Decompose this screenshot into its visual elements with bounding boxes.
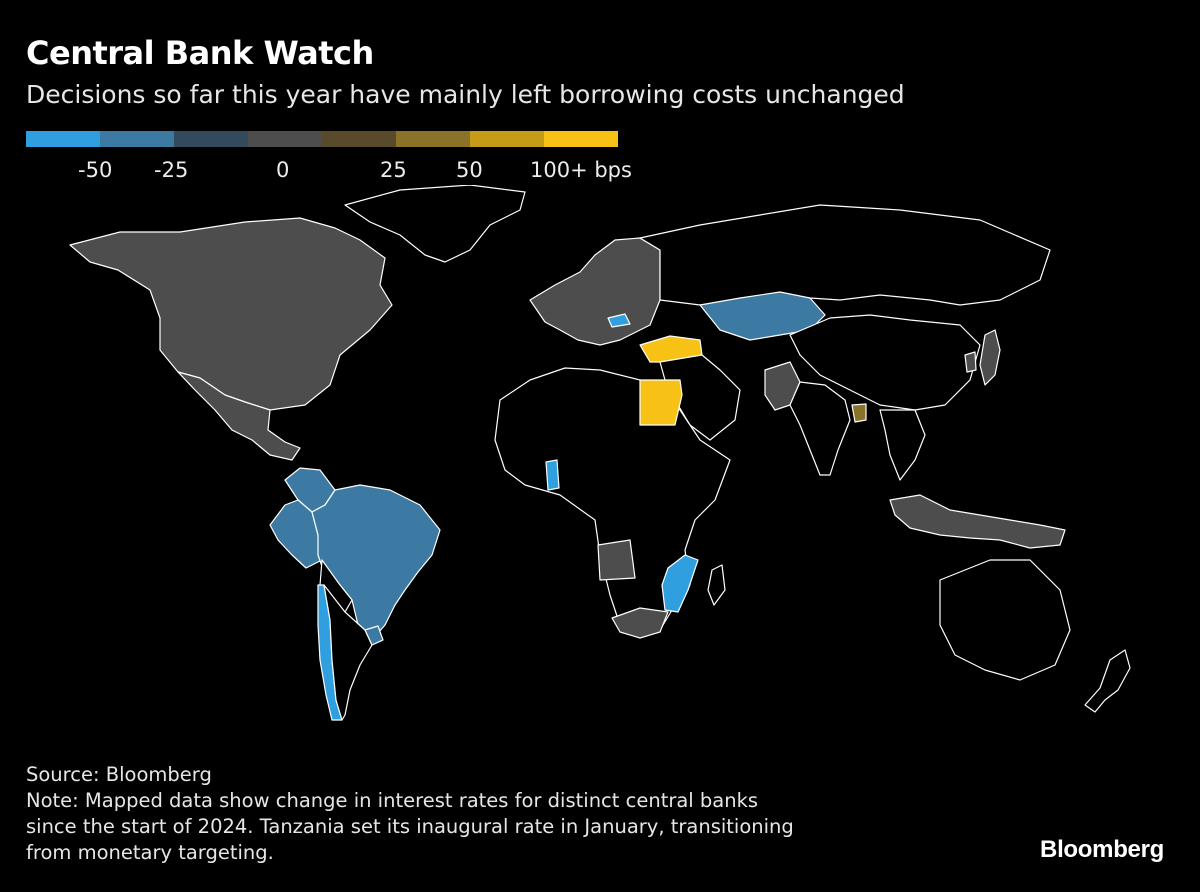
note-line: Note: Mapped data show change in interes…: [26, 789, 759, 812]
region-japan: [979, 329, 1001, 386]
legend-swatch: [174, 131, 248, 147]
legend-swatch: [26, 131, 100, 147]
region-egypt: [639, 379, 683, 426]
region-madagascar: [707, 564, 726, 606]
note-line: since the start of 2024. Tanzania set it…: [26, 815, 794, 838]
region-argentina: [323, 584, 373, 721]
region-southeast-asia: [879, 409, 926, 481]
region-mexico: [177, 371, 301, 461]
bloomberg-logo: Bloomberg: [1040, 836, 1164, 863]
region-hungary: [607, 313, 631, 328]
region-australia: [939, 559, 1071, 681]
region-europe: [529, 237, 661, 346]
legend-label: -50: [78, 158, 113, 182]
chart-title: Central Bank Watch: [26, 34, 374, 72]
region-south-africa: [611, 607, 669, 639]
region-uruguay: [364, 625, 384, 646]
region-india: [789, 381, 851, 476]
legend-swatch: [470, 131, 544, 147]
legend-label: 100+ bps: [530, 158, 632, 182]
region-angola: [597, 539, 636, 581]
region-bangladesh: [851, 403, 867, 423]
chart-subtitle: Decisions so far this year have mainly l…: [26, 80, 905, 109]
legend-label: 25: [380, 158, 407, 182]
legend-label: 50: [456, 158, 483, 182]
region-russia: [639, 204, 1051, 306]
footer-notes: Source: Bloomberg Note: Mapped data show…: [26, 762, 794, 866]
region-new-zealand: [1084, 649, 1131, 713]
region-indonesia: [889, 494, 1066, 549]
legend-color-scale: [26, 131, 618, 147]
region-north-america: [69, 217, 393, 411]
legend-swatch: [322, 131, 396, 147]
legend-labels: -50 -25 0 25 50 100+ bps: [0, 158, 700, 188]
legend-label: -25: [154, 158, 189, 182]
region-kazakhstan: [699, 291, 826, 341]
legend-label: 0: [276, 158, 290, 182]
legend-swatch: [248, 131, 322, 147]
world-map: [69, 185, 1131, 721]
region-south-korea: [964, 351, 977, 373]
legend-swatch: [544, 131, 618, 147]
region-greenland: [344, 185, 526, 263]
legend-swatch: [396, 131, 470, 147]
region-mozambique: [661, 554, 699, 613]
region-china: [789, 314, 981, 411]
source-note: Source: Bloomberg: [26, 763, 212, 786]
legend-swatch: [100, 131, 174, 147]
note-line: from monetary targeting.: [26, 841, 274, 864]
region-ghana: [545, 459, 560, 491]
